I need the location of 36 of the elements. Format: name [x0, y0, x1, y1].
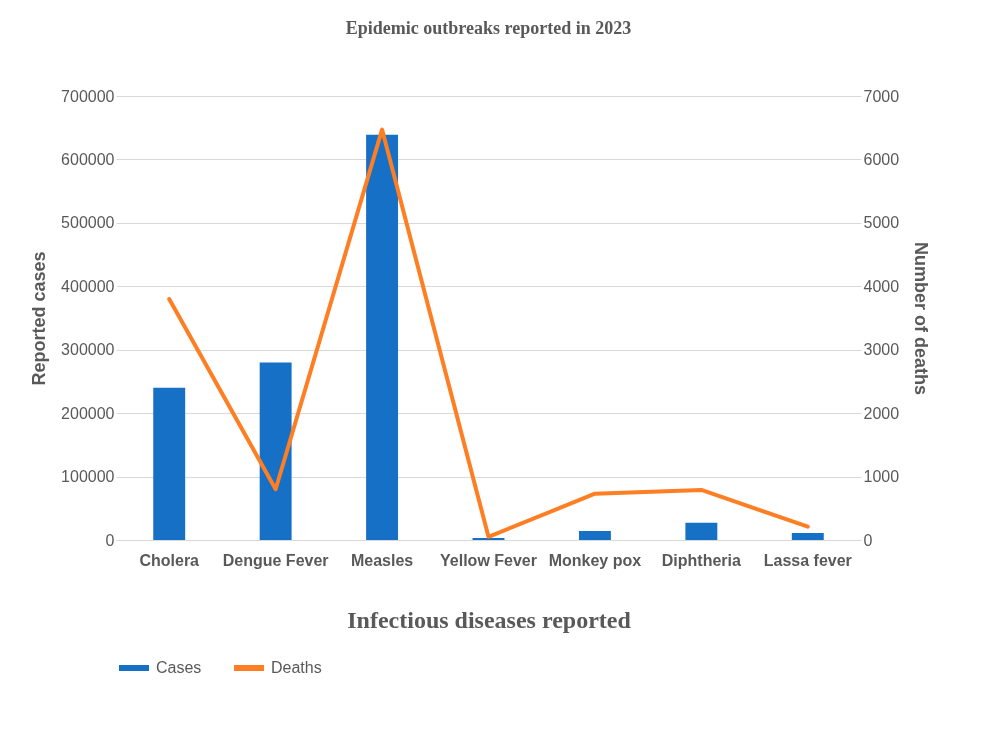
bar: [259, 362, 292, 540]
y2-tick-label: 6000: [863, 150, 900, 168]
y2-tick-label: 1000: [863, 468, 900, 486]
legend-label: Deaths: [271, 659, 322, 676]
x-tick-label: Lassa fever: [763, 551, 852, 569]
y-tick-label: 400000: [61, 277, 115, 295]
y-axis-title: Reported cases: [29, 251, 50, 386]
y2-tick-label: 0: [863, 531, 873, 549]
bar: [578, 531, 611, 540]
y2-axis-title: Number of deaths: [911, 241, 932, 396]
y2-tick-label: 3000: [863, 341, 900, 359]
y-tick-label: 500000: [61, 214, 115, 232]
y-tick-label: 300000: [61, 341, 115, 359]
y-tick-label: 700000: [61, 87, 115, 105]
legend-label: Cases: [156, 659, 202, 676]
line-series: [167, 127, 810, 539]
bar: [791, 533, 824, 540]
bar: [153, 387, 186, 540]
x-tick-label: Diphtheria: [661, 551, 742, 569]
bar: [685, 522, 718, 540]
chart-title: Epidemic outbreaks reported in 2023: [345, 18, 632, 38]
y-tick-label: 600000: [61, 150, 115, 168]
x-tick-label: Yellow Fever: [440, 551, 537, 569]
bar: [366, 134, 399, 540]
x-tick-label: Measles: [350, 551, 414, 569]
x-tick-label: Monkey pox: [548, 551, 642, 569]
y2-tick-label: 4000: [863, 277, 900, 295]
x-tick-label: Dengue Fever: [222, 551, 329, 569]
y-tick-label: 200000: [61, 404, 115, 422]
y2-tick-label: 5000: [863, 214, 900, 232]
y2-tick-label: 2000: [863, 404, 900, 422]
x-tick-label: Cholera: [139, 551, 200, 569]
y-tick-label: 100000: [61, 468, 115, 486]
y2-tick-label: 7000: [863, 87, 900, 105]
y-tick-label: 0: [105, 531, 115, 549]
x-axis-title: Infectious diseases reported: [347, 606, 632, 633]
